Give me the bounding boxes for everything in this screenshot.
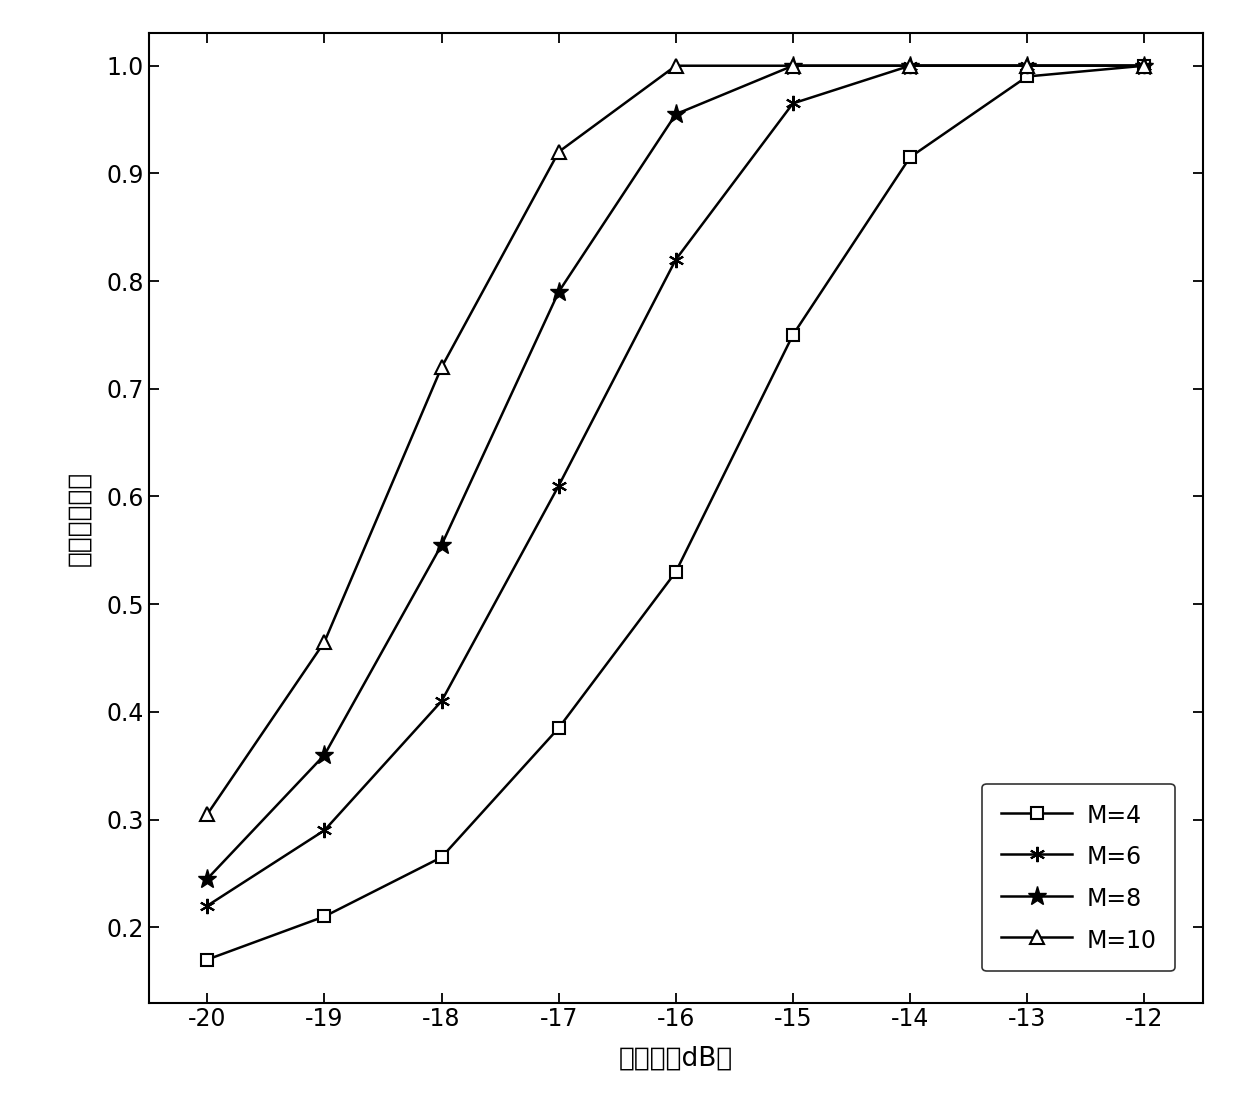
Line: M=4: M=4 xyxy=(201,59,1151,966)
M=8 xyxy=(200,872,215,886)
M=10 xyxy=(903,59,918,72)
M=10 xyxy=(434,361,449,374)
M=6 xyxy=(668,253,683,266)
M=4 xyxy=(552,722,567,735)
M=10 xyxy=(668,59,683,72)
M=4 xyxy=(434,851,449,864)
Line: M=6: M=6 xyxy=(200,58,1152,913)
M=8 xyxy=(434,538,449,551)
Line: M=8: M=8 xyxy=(197,56,1154,889)
M=6 xyxy=(552,479,567,492)
M=10 xyxy=(552,145,567,158)
M=4 xyxy=(668,565,683,578)
M=8 xyxy=(552,285,567,299)
M=4 xyxy=(317,910,332,924)
M=4 xyxy=(1019,70,1034,84)
M=10 xyxy=(1137,59,1152,72)
M=6 xyxy=(785,97,800,110)
M=6 xyxy=(903,59,918,72)
M=8 xyxy=(1137,59,1152,72)
M=4 xyxy=(1137,59,1152,72)
M=8 xyxy=(785,59,800,72)
M=6 xyxy=(200,899,215,912)
M=8 xyxy=(1019,59,1034,72)
M=6 xyxy=(317,823,332,837)
M=4 xyxy=(785,329,800,342)
M=8 xyxy=(317,749,332,762)
M=10 xyxy=(785,59,800,72)
X-axis label: 信噪比（dB）: 信噪比（dB） xyxy=(619,1045,733,1072)
M=8 xyxy=(668,108,683,121)
Legend: M=4, M=6, M=8, M=10: M=4, M=6, M=8, M=10 xyxy=(982,784,1176,971)
Line: M=10: M=10 xyxy=(201,59,1151,821)
M=4 xyxy=(903,150,918,164)
M=10 xyxy=(1019,59,1034,72)
M=10 xyxy=(317,635,332,648)
M=6 xyxy=(1019,59,1034,72)
M=4 xyxy=(200,952,215,966)
M=6 xyxy=(1137,59,1152,72)
Y-axis label: 正确检测概率: 正确检测概率 xyxy=(67,470,93,566)
M=8 xyxy=(903,59,918,72)
M=6 xyxy=(434,694,449,707)
M=10 xyxy=(200,808,215,821)
